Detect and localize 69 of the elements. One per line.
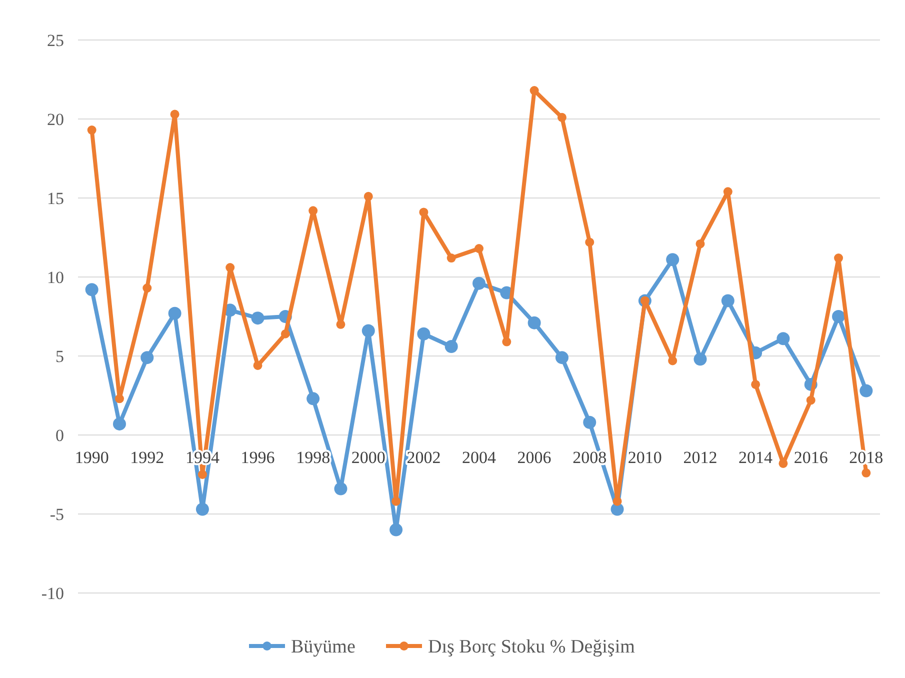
point xyxy=(751,380,760,389)
x-tick-label: 2010 xyxy=(628,448,662,467)
y-tick-label: 0 xyxy=(56,426,64,445)
point xyxy=(392,496,401,506)
point xyxy=(251,312,264,325)
point xyxy=(112,417,126,430)
x-tick-label: 1996 xyxy=(240,448,275,467)
point xyxy=(198,470,207,479)
point xyxy=(87,126,96,135)
x-tick-label: 1998 xyxy=(296,448,330,467)
x-tick-label: 2014 xyxy=(738,448,774,467)
point xyxy=(417,327,430,340)
point xyxy=(668,356,678,366)
point xyxy=(226,263,235,272)
point xyxy=(832,310,846,323)
point xyxy=(142,284,152,293)
point xyxy=(280,329,290,338)
x-tick-label: 2012 xyxy=(683,448,718,467)
x-tick-label: 2004 xyxy=(462,448,496,467)
point xyxy=(834,254,844,263)
point xyxy=(696,239,705,248)
point xyxy=(862,468,871,478)
y-tick-label: 15 xyxy=(47,188,64,208)
x-tick-label: 2016 xyxy=(794,448,828,467)
point xyxy=(308,206,318,216)
point xyxy=(474,244,484,254)
point xyxy=(694,352,707,366)
y-tick-label: 25 xyxy=(47,30,64,50)
point xyxy=(364,192,373,201)
y-tick-label: 10 xyxy=(47,268,64,287)
point xyxy=(776,332,790,346)
y-tick-label: -10 xyxy=(41,584,64,603)
point xyxy=(140,351,154,364)
point xyxy=(85,283,98,296)
point xyxy=(446,254,456,263)
legend-label: Büyüme xyxy=(291,636,356,658)
point xyxy=(806,396,816,405)
point xyxy=(170,110,180,119)
point xyxy=(721,294,734,308)
y-tick-label: 5 xyxy=(56,346,64,366)
point xyxy=(723,187,732,196)
point xyxy=(196,502,209,516)
point xyxy=(168,306,182,320)
point xyxy=(583,416,596,429)
point xyxy=(306,392,320,406)
point xyxy=(390,523,403,536)
point xyxy=(472,276,486,290)
y-tick-label: 20 xyxy=(47,110,64,129)
x-tick-label: 1990 xyxy=(74,448,109,467)
point xyxy=(585,238,594,247)
legend-label: Dış Borç Stoku % Değişim xyxy=(428,636,636,658)
x-tick-label: 2006 xyxy=(517,448,552,467)
point xyxy=(253,360,262,370)
x-tick-label: 2002 xyxy=(406,448,441,467)
x-tick-label: 1992 xyxy=(130,448,164,467)
point xyxy=(114,394,124,404)
point xyxy=(557,112,566,122)
point xyxy=(860,384,873,398)
point xyxy=(362,324,375,338)
point xyxy=(444,340,458,354)
y-tick-label: -5 xyxy=(50,504,64,524)
point xyxy=(666,253,680,266)
point xyxy=(528,316,541,330)
point xyxy=(612,496,622,506)
point xyxy=(530,86,539,96)
point xyxy=(555,351,568,364)
point xyxy=(502,337,512,346)
point xyxy=(334,482,348,496)
point xyxy=(419,208,428,217)
